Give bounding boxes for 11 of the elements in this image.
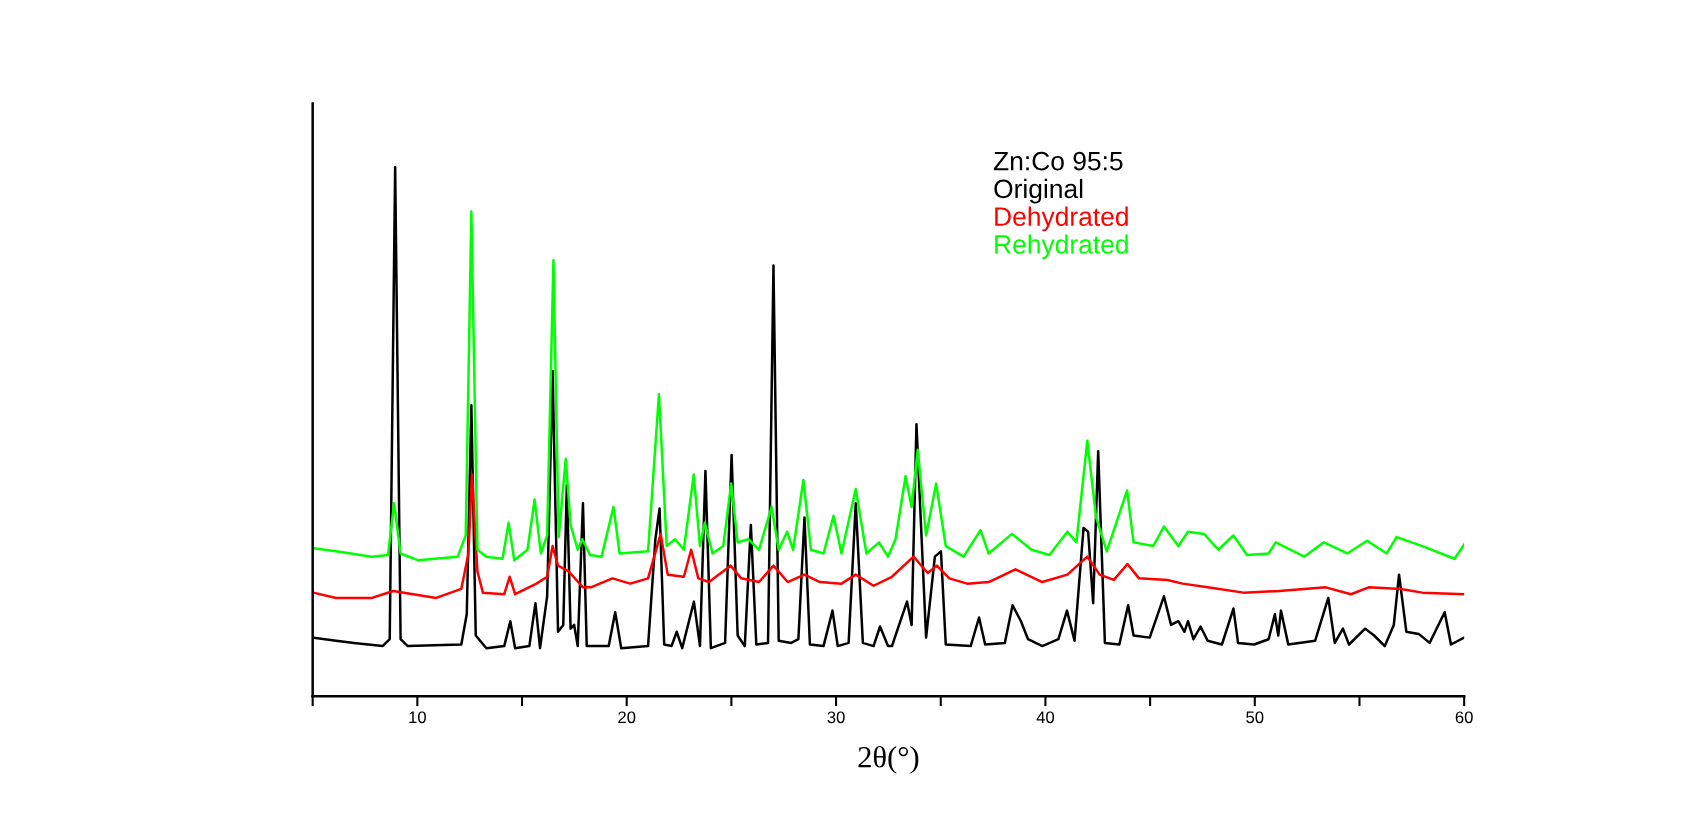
text: Original xyxy=(994,178,1083,204)
x-tick-label: 50 xyxy=(1246,711,1264,724)
legend-title: Zn:Co 95:5 xyxy=(993,151,1123,171)
x-tick-label: 60 xyxy=(1455,711,1473,724)
x-axis-title: 2θ(°) xyxy=(858,745,919,774)
text: Dehydrated xyxy=(995,206,1128,232)
x-tick-label: 30 xyxy=(827,711,845,724)
x-tick-label: 20 xyxy=(618,711,636,724)
x-tick-label: 10 xyxy=(409,711,426,724)
x-tick-label: 40 xyxy=(1036,711,1055,724)
text: Rehydrated xyxy=(995,234,1128,259)
